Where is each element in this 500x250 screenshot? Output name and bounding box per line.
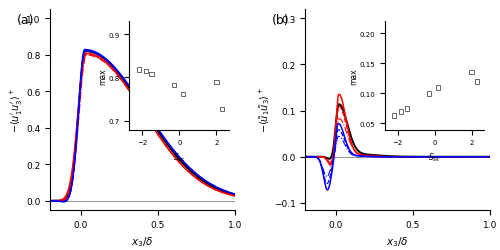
Y-axis label: $-\langle u_1^{\prime} u_3^{\prime} \rangle^+$: $-\langle u_1^{\prime} u_3^{\prime} \ran… — [8, 87, 24, 133]
X-axis label: $x_3/\delta$: $x_3/\delta$ — [386, 234, 409, 248]
Text: (a): (a) — [16, 14, 34, 27]
Y-axis label: $-\langle \tilde{u}_1 \tilde{u}_3 \rangle^+$: $-\langle \tilde{u}_1 \tilde{u}_3 \rangl… — [257, 87, 272, 133]
Text: (b): (b) — [272, 14, 289, 27]
X-axis label: $x_3/\delta$: $x_3/\delta$ — [131, 234, 154, 248]
